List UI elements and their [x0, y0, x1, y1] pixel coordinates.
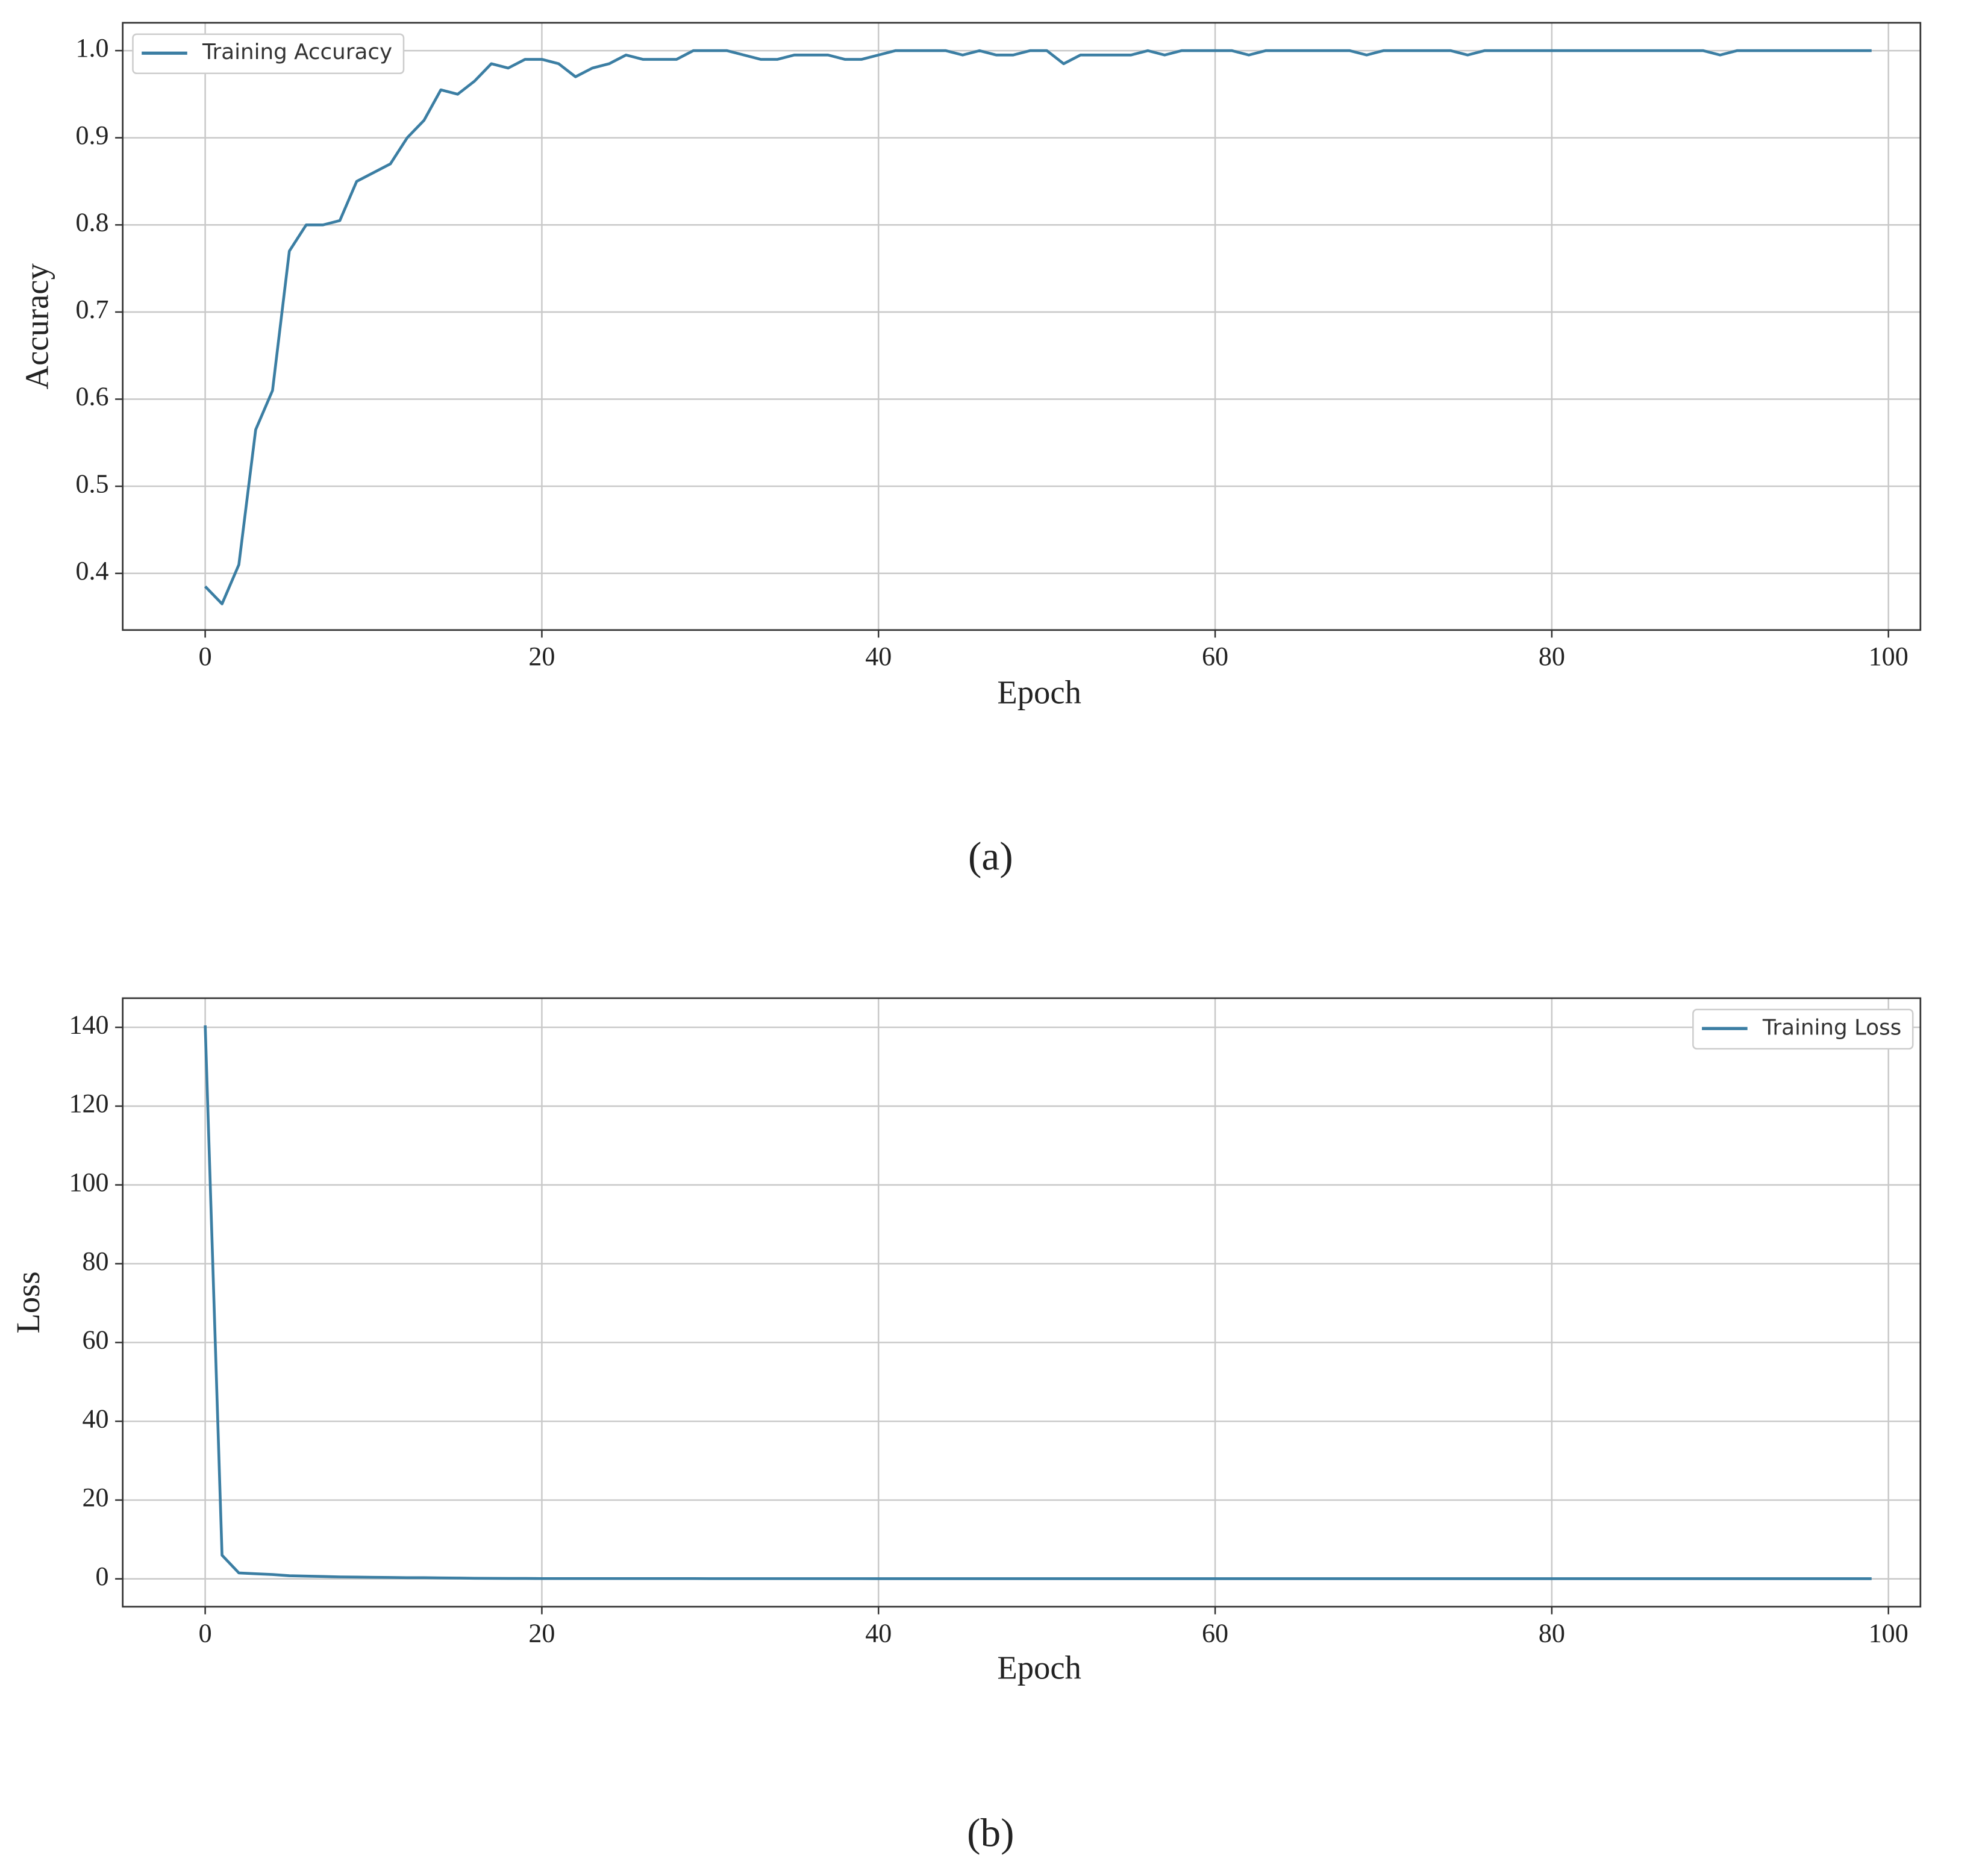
caption: (b): [967, 1810, 1014, 1856]
legend: Training Accuracy: [132, 33, 405, 75]
y-tick-label: 80: [83, 1246, 109, 1276]
plot-frame: [122, 22, 1922, 631]
x-tick-label: 0: [199, 642, 212, 671]
y-tick-label: 0: [96, 1562, 109, 1591]
y-tick-label: 1.0: [75, 33, 108, 63]
x-tick-label: 40: [865, 1618, 892, 1648]
x-tick-label: 60: [1202, 642, 1228, 671]
x-tick-label: 40: [865, 642, 892, 671]
chart-panel: 0 20 40 60 80 100 120 140 0 20 40 60 80 100 Epoch Loss (…: [10, 997, 1922, 1856]
legend-label: Training Loss: [1762, 1015, 1901, 1040]
y-tick-label: 100: [69, 1168, 108, 1197]
y-tick-label: 0.5: [75, 469, 108, 498]
y-tick-label: 60: [83, 1325, 109, 1355]
x-tick-label: 0: [199, 1618, 212, 1648]
legend-box: [132, 33, 405, 75]
x-tick-label: 100: [1869, 642, 1909, 671]
caption: (a): [968, 833, 1013, 878]
y-axis-label: Loss: [10, 1271, 46, 1333]
chart-panel: 0.4 0.5 0.6 0.7 0.8 0.9 1.0 0 20 40 60 80 100 Epoch Ac…: [19, 22, 1922, 878]
legend-label: Training Accuracy: [202, 40, 392, 64]
x-tick-label: 80: [1539, 642, 1565, 671]
x-axis-label: Epoch: [997, 674, 1081, 711]
data-line: [204, 1025, 1872, 1580]
data-line: [204, 49, 1872, 605]
x-tick-label: 20: [528, 1618, 555, 1648]
y-tick-label: 40: [83, 1404, 109, 1433]
x-tick-label: 80: [1539, 1618, 1565, 1648]
y-tick-label: 20: [83, 1483, 109, 1512]
x-tick-label: 100: [1869, 1618, 1909, 1648]
x-axis-label: Epoch: [997, 1649, 1081, 1686]
legend-box: [1692, 1008, 1914, 1050]
legend: Training Loss: [1692, 1008, 1914, 1050]
y-axis-label: Accuracy: [19, 263, 55, 390]
y-tick-label: 0.7: [75, 295, 108, 324]
y-tick-label: 0.8: [75, 207, 108, 237]
plot-frame: [122, 997, 1922, 1608]
x-tick-label: 20: [528, 642, 555, 671]
y-tick-label: 120: [69, 1089, 108, 1118]
y-tick-label: 0.4: [75, 556, 108, 586]
y-tick-label: 0.9: [75, 120, 108, 150]
y-tick-label: 140: [69, 1010, 108, 1039]
y-tick-label: 0.6: [75, 382, 108, 411]
x-tick-label: 60: [1202, 1618, 1228, 1648]
